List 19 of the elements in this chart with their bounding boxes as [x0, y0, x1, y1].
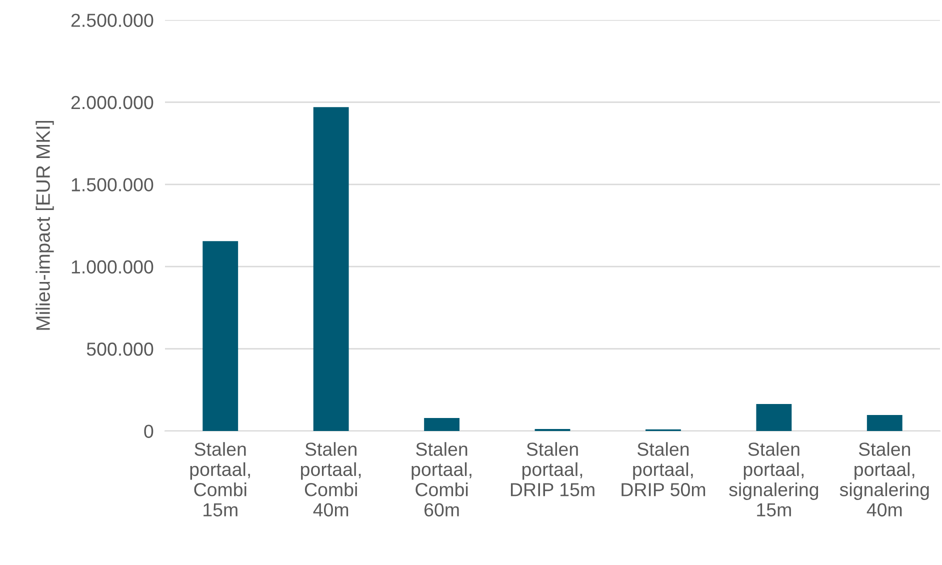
x-tick-label: Stalen portaal, signalering 15m — [729, 442, 818, 516]
y-tick-label: 1.500.000 — [72, 178, 154, 192]
y-tick-label: 2.500.000 — [71, 14, 154, 27]
y-axis-title: Milieu-impact [EUR MKI] — [36, 121, 54, 330]
x-tick-label: Stalen portaal, Combi 15m — [190, 442, 250, 516]
x-tick-label: Stalen portaal, Combi 40m — [301, 442, 361, 516]
x-tick-label: Stalen portaal, DRIP 15m — [510, 442, 594, 496]
x-tick-label: Stalen portaal, signalering 40m — [840, 442, 929, 516]
bar — [424, 418, 460, 431]
y-tick-label: 2.000.000 — [71, 96, 154, 110]
y-tick-label: 1.000.000 — [72, 260, 154, 274]
bar — [866, 415, 902, 431]
y-tick-label: 500.000 — [86, 342, 154, 356]
x-tick-label: Stalen portaal, Combi 60m — [412, 442, 472, 516]
x-tick-label: Stalen portaal, DRIP 50m — [622, 442, 706, 496]
bar — [202, 241, 238, 431]
bar — [756, 404, 792, 431]
bar — [313, 107, 349, 431]
y-tick-label: 0 — [144, 424, 154, 438]
